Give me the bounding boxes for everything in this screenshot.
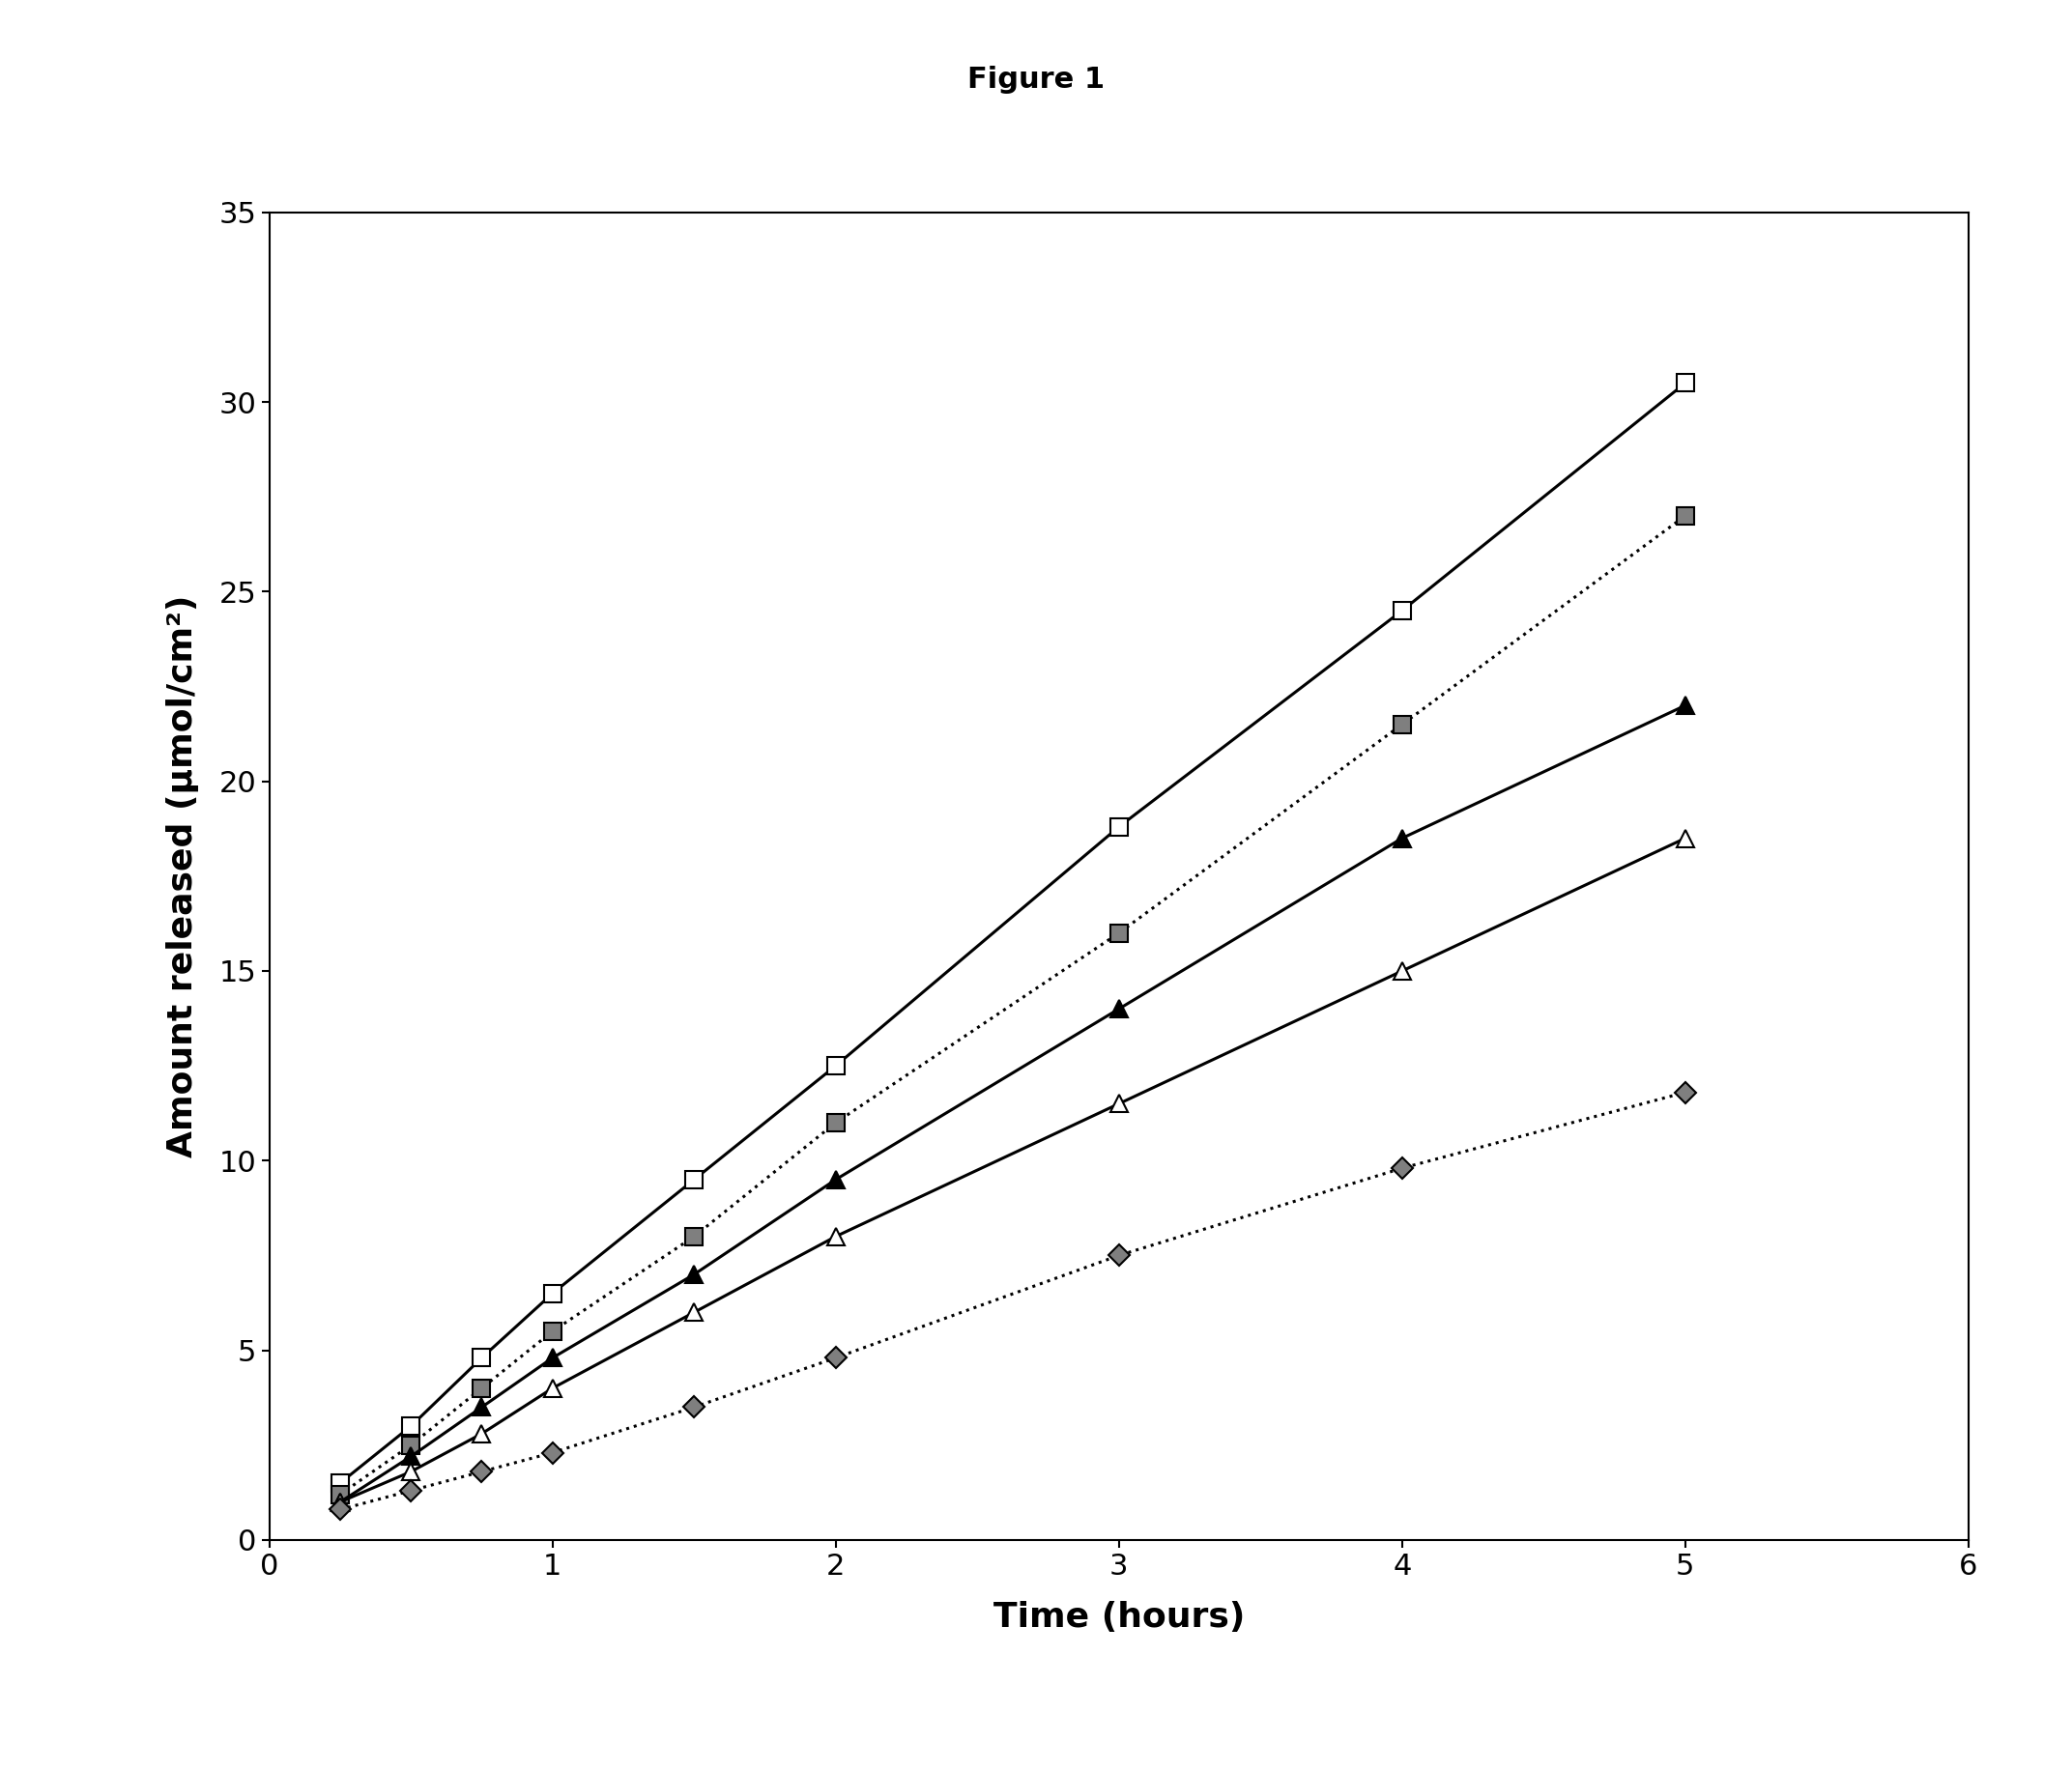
X-axis label: Time (hours): Time (hours)	[992, 1600, 1245, 1634]
Text: Figure 1: Figure 1	[968, 65, 1104, 94]
Y-axis label: Amount released (μmol/cm²): Amount released (μmol/cm²)	[166, 595, 199, 1158]
